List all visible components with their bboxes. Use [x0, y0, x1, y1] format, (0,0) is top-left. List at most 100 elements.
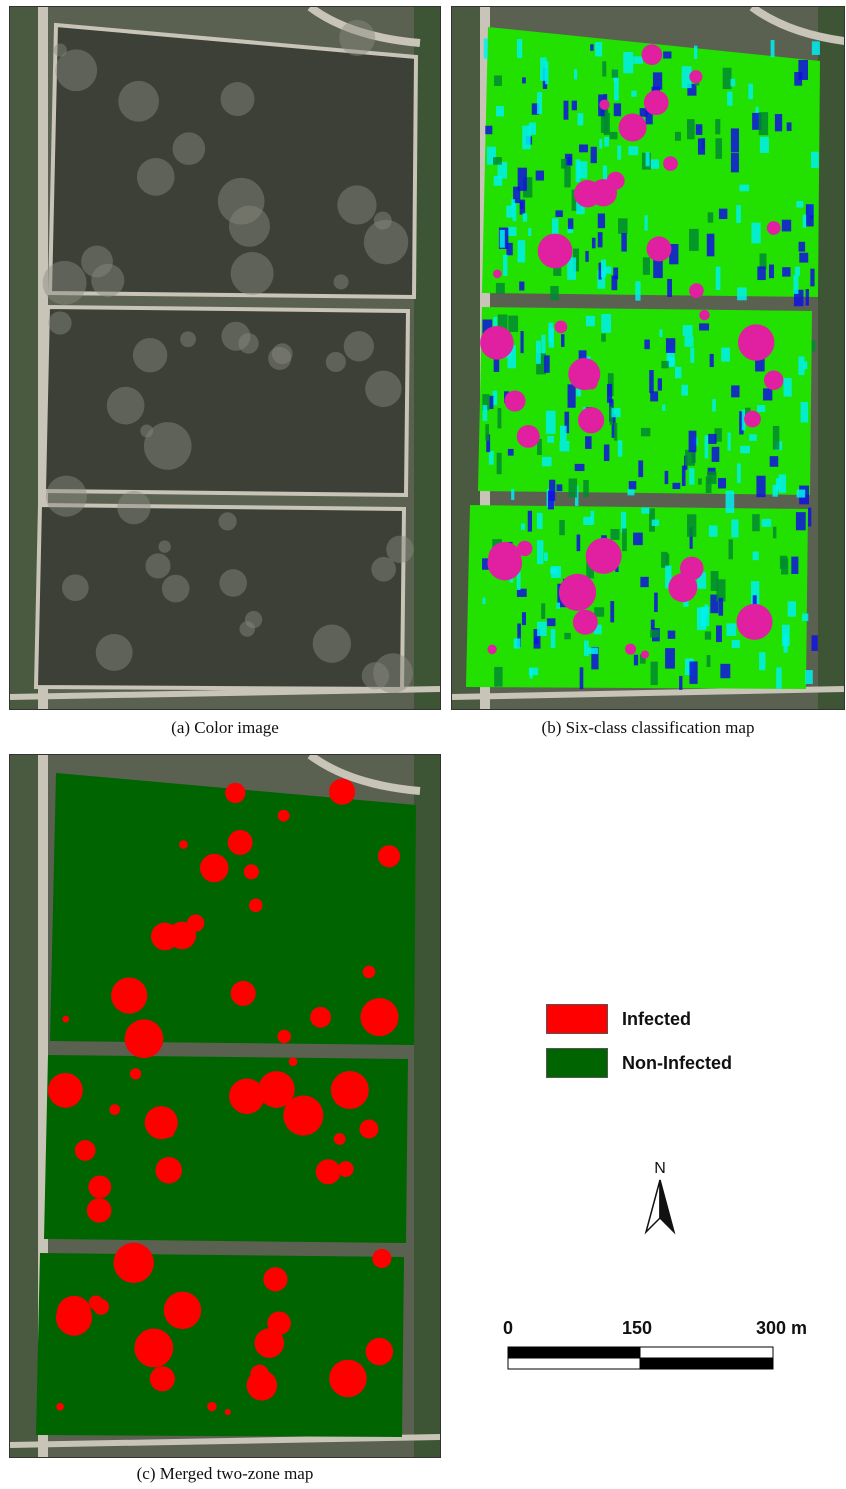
class-pixel: [770, 40, 775, 58]
class-pixel: [684, 658, 694, 676]
class-pixel: [527, 510, 533, 532]
infected-zone-patch: [258, 1071, 295, 1108]
class-pixel: [511, 488, 515, 501]
class-pixel: [787, 601, 796, 617]
class-pixel: [567, 218, 574, 230]
class-pixel: [544, 355, 550, 373]
infected-zone-patch: [377, 845, 401, 868]
class-pixel: [794, 71, 803, 86]
class-pixel: [516, 588, 527, 597]
class-pixel: [611, 414, 616, 438]
class-pixel: [494, 75, 502, 86]
class-pixel: [717, 478, 727, 489]
class-pixel: [761, 518, 772, 527]
class-pixel: [517, 623, 521, 648]
infected-zone-patch: [56, 1295, 92, 1331]
pale-patch: [268, 346, 292, 370]
class-pixel: [617, 145, 622, 160]
class-pixel: [585, 251, 589, 262]
class-pixel: [681, 384, 689, 396]
class-pixel: [494, 666, 503, 687]
class-pixel: [506, 205, 514, 218]
class-pixel: [542, 456, 552, 467]
class-pixel: [520, 331, 524, 354]
class-pixel: [710, 594, 719, 614]
class-pixel: [681, 465, 686, 487]
class-pixel: [795, 512, 806, 531]
pale-patch: [180, 331, 196, 348]
top-curve-road: [749, 7, 844, 45]
class-pixel: [710, 571, 719, 591]
class-pixel: [687, 83, 697, 96]
class-pixel: [559, 440, 570, 452]
class-pixel: [727, 432, 731, 451]
class-pixel: [617, 440, 623, 457]
class-pixel: [492, 390, 498, 406]
class-pixel: [712, 398, 716, 412]
class-pixel: [545, 410, 556, 434]
caption-c: (c) Merged two-zone map: [136, 1464, 314, 1483]
class-pixel: [736, 205, 741, 223]
class-pixel: [775, 478, 781, 491]
class-pixel: [650, 619, 655, 630]
class-pixel: [586, 558, 595, 579]
class-pixel: [613, 78, 619, 101]
class-pixel: [598, 262, 602, 280]
class-pixel: [740, 445, 750, 454]
class-pixel: [799, 252, 809, 263]
class-pixel: [730, 153, 739, 173]
class-pixel: [782, 267, 791, 277]
infected-zone-patch: [93, 1298, 110, 1315]
class-pixel: [548, 327, 555, 348]
class-pixel: [519, 281, 525, 291]
class-pixel: [756, 475, 766, 498]
pale-patch: [91, 263, 125, 297]
legend-item-non-infected: Non-Infected: [546, 1048, 732, 1078]
class-pixel: [575, 159, 581, 183]
class-pixel: [726, 623, 737, 636]
class-pixel: [786, 122, 792, 132]
infected-zone-patch: [248, 898, 263, 913]
class-pixel: [752, 112, 762, 130]
class-pixel: [716, 579, 726, 602]
class-pixel: [584, 640, 589, 657]
class-pixel: [613, 267, 619, 280]
class-pixel: [536, 353, 546, 375]
class-pixel: [508, 315, 519, 332]
left-strip: [10, 755, 38, 1457]
class-pixel: [642, 257, 650, 275]
pale-patch: [230, 252, 274, 296]
class-pixel: [601, 333, 606, 342]
class-pixel: [661, 551, 668, 568]
class-pixel: [684, 336, 694, 347]
class-pixel: [685, 449, 695, 466]
infected-class-patch: [618, 113, 647, 142]
infected-zone-patch: [254, 1328, 285, 1358]
class-pixel: [794, 266, 800, 276]
pale-patch: [373, 653, 413, 694]
class-pixel: [511, 199, 515, 209]
infected-zone-patch: [124, 1019, 164, 1059]
pale-patch: [220, 82, 255, 117]
infected-class-patch: [679, 556, 704, 581]
class-pixel: [759, 253, 767, 270]
legend-swatch-non-infected: [546, 1048, 608, 1078]
class-pixel: [536, 512, 543, 529]
pale-patch: [143, 422, 192, 470]
class-pixel: [559, 520, 565, 536]
class-pixel: [622, 528, 627, 552]
infected-class-patch: [504, 390, 526, 412]
class-pixel: [604, 136, 610, 147]
infected-zone-patch: [288, 1057, 298, 1067]
class-pixel: [495, 282, 505, 294]
class-pixel: [576, 385, 582, 397]
class-pixel: [522, 77, 526, 84]
class-pixel: [550, 286, 559, 301]
infected-class-patch: [599, 99, 610, 110]
class-pixel: [752, 551, 759, 561]
class-pixel: [758, 112, 769, 136]
pale-patch: [55, 49, 98, 92]
infected-class-patch: [766, 221, 781, 235]
infected-zone-patch: [86, 1198, 112, 1223]
class-pixel: [649, 159, 660, 169]
